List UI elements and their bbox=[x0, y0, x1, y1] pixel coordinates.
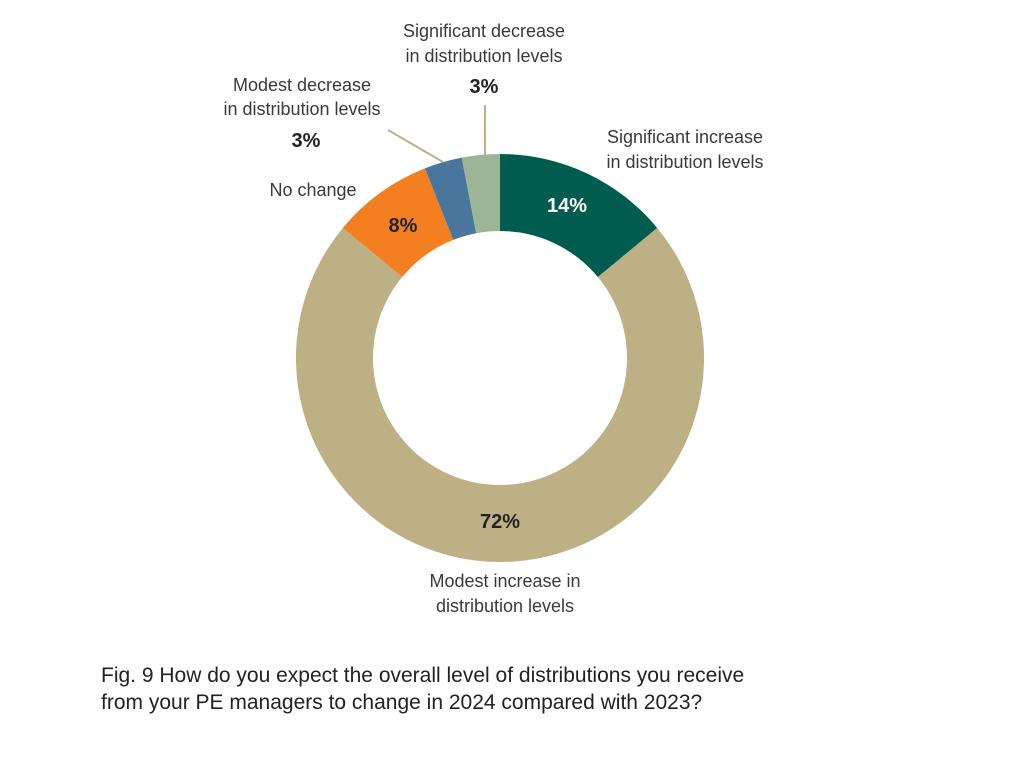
data-label-significant-decrease-in-distribution-levels: 3% bbox=[470, 76, 499, 98]
slice-label-modest-increase-in-distribution-levels: Modest increase in bbox=[429, 571, 580, 591]
slice-no-change bbox=[342, 168, 454, 278]
slice-significant-increase-in-distribution-levels bbox=[500, 154, 658, 278]
slice-label-significant-increase-in-distribution-levels: in distribution levels bbox=[606, 152, 763, 172]
slice-label-significant-increase-in-distribution-levels: Significant increase bbox=[607, 127, 763, 147]
data-label-no-change: 8% bbox=[389, 215, 418, 237]
slice-label-modest-decrease-in-distribution-levels: Modest decrease bbox=[233, 75, 371, 95]
leader-line-modest-decrease-in-distribution-levels bbox=[387, 129, 444, 163]
slice-label-significant-decrease-in-distribution-levels: Significant decrease bbox=[403, 21, 565, 41]
data-label-modest-decrease-in-distribution-levels: 3% bbox=[292, 130, 321, 152]
slice-modest-increase-in-distribution-levels bbox=[295, 227, 704, 562]
slices-group bbox=[295, 154, 704, 562]
labels-group: Significant increase in distribution leve… bbox=[223, 21, 763, 616]
caption-line-1: Fig. 9 How do you expect the overall lev… bbox=[101, 664, 745, 687]
slice-significant-decrease-in-distribution-levels bbox=[461, 154, 500, 234]
slice-label-modest-increase-in-distribution-levels: distribution levels bbox=[436, 596, 574, 616]
caption-line-2: from your PE managers to change in 2024 … bbox=[101, 691, 703, 714]
figure-caption: Fig. 9 How do you expect the overall lev… bbox=[101, 662, 921, 716]
slice-label-no-change: No change bbox=[269, 180, 356, 200]
slice-label-modest-decrease-in-distribution-levels: in distribution levels bbox=[223, 99, 380, 119]
slice-label-significant-decrease-in-distribution-levels: in distribution levels bbox=[405, 46, 562, 66]
leader-lines bbox=[387, 105, 486, 163]
data-label-significant-increase-in-distribution-levels: 14% bbox=[547, 195, 587, 217]
data-label-modest-increase-in-distribution-levels: 72% bbox=[480, 511, 520, 533]
slice-modest-decrease-in-distribution-levels bbox=[424, 157, 477, 240]
